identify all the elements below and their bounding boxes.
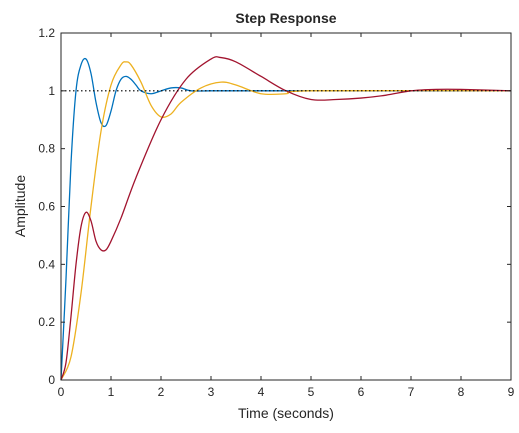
x-tick-label: 9 — [508, 385, 515, 399]
plot-area-background — [61, 33, 511, 380]
x-tick-label: 5 — [308, 385, 315, 399]
x-tick-label: 4 — [258, 385, 265, 399]
x-tick-label: 1 — [108, 385, 115, 399]
y-tick-label: 1 — [48, 84, 55, 98]
series-layer — [60, 56, 512, 381]
y-tick-label: 0.4 — [38, 257, 55, 271]
series-line-1 — [60, 57, 511, 381]
y-tick-label: 1.2 — [38, 26, 55, 40]
series-line-2 — [60, 61, 512, 381]
y-axis: 0 0.2 0.4 0.6 0.8 1 1.2 — [38, 26, 511, 387]
y-tick-label: 0.6 — [38, 200, 55, 214]
y-axis-title: Amplitude — [12, 175, 28, 237]
x-axis: 0 1 2 3 4 5 6 7 8 9 — [58, 33, 515, 399]
x-tick-label: 3 — [208, 385, 215, 399]
x-axis-title: Time (seconds) — [238, 405, 334, 421]
x-tick-label: 2 — [158, 385, 165, 399]
y-tick-label: 0 — [48, 373, 55, 387]
series-line-3 — [60, 56, 512, 381]
x-tick-label: 0 — [58, 385, 65, 399]
x-tick-label: 7 — [408, 385, 415, 399]
x-tick-label: 6 — [358, 385, 365, 399]
y-tick-label: 0.8 — [38, 142, 55, 156]
chart-title: Step Response — [235, 10, 336, 26]
y-tick-label: 0.2 — [38, 315, 55, 329]
x-tick-label: 8 — [458, 385, 465, 399]
